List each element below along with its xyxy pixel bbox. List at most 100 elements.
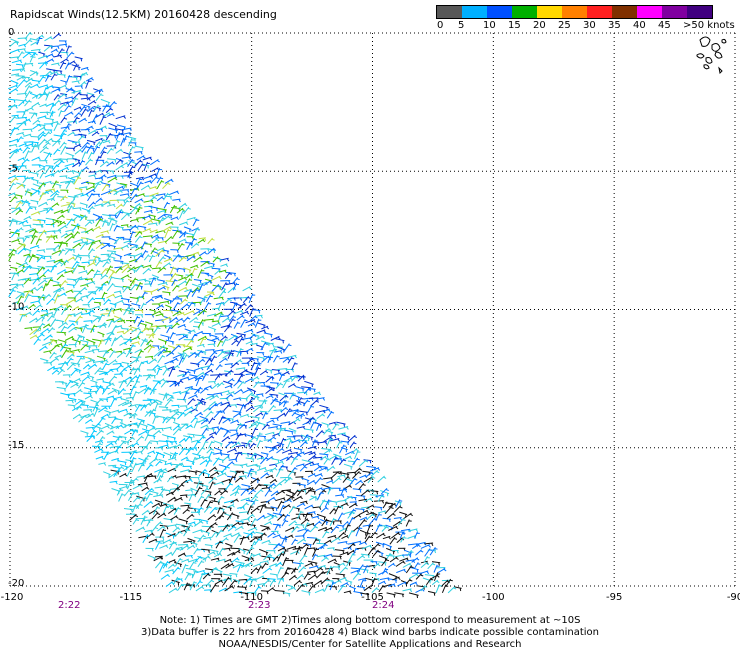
wind-barb-tick bbox=[320, 467, 323, 469]
wind-barb-tick bbox=[121, 336, 124, 338]
wind-barb-tick bbox=[372, 477, 375, 478]
wind-barb-tick bbox=[139, 204, 142, 206]
wind-barb-tick bbox=[146, 386, 148, 389]
wind-barb-tick bbox=[215, 509, 218, 510]
wind-barb-tick bbox=[151, 474, 153, 476]
wind-barb-tick bbox=[319, 393, 321, 395]
wind-barb-tick bbox=[299, 455, 302, 456]
wind-barb-tick bbox=[153, 410, 156, 411]
wind-barb bbox=[38, 202, 46, 206]
wind-barb-tick bbox=[193, 311, 195, 313]
wind-barb-tick bbox=[194, 522, 196, 524]
wind-barb-tick bbox=[122, 227, 123, 230]
wind-barb-tick bbox=[178, 346, 181, 347]
wind-barb-tick bbox=[61, 306, 63, 308]
wind-barb-tick bbox=[272, 344, 274, 347]
wind-barb-tick bbox=[78, 244, 81, 246]
wind-barb-tick bbox=[230, 484, 233, 485]
wind-barb-tick bbox=[275, 480, 278, 482]
wind-barb-tick bbox=[262, 394, 264, 397]
wind-barb-tick bbox=[128, 363, 129, 366]
wind-barb-tick bbox=[257, 508, 260, 510]
wind-barb-tick bbox=[271, 476, 273, 478]
wind-barb-tick bbox=[303, 453, 305, 455]
wind-barb-tick bbox=[144, 406, 147, 407]
wind-barb-tick bbox=[203, 240, 205, 242]
wind-barb-tick bbox=[145, 340, 148, 341]
wind-barb-tick bbox=[127, 225, 128, 228]
wind-barb-tick bbox=[14, 117, 17, 118]
wind-barb-tick bbox=[93, 203, 96, 204]
wind-barb-tick bbox=[338, 538, 340, 540]
wind-barb-tick bbox=[176, 359, 178, 361]
wind-barb-tick bbox=[158, 504, 160, 506]
wind-barb-tick bbox=[61, 71, 62, 74]
wind-barb-tick bbox=[229, 299, 232, 300]
wind-barb-tick bbox=[241, 336, 243, 338]
wind-barb-tick bbox=[44, 298, 45, 301]
wind-barb bbox=[17, 122, 24, 129]
wind-barb-tick bbox=[173, 342, 174, 345]
wind-barb-tick bbox=[209, 507, 212, 508]
wind-barb-tick bbox=[91, 127, 93, 129]
wind-barb-tick bbox=[416, 529, 418, 532]
wind-barb-tick bbox=[135, 414, 138, 416]
wind-barb-tick bbox=[255, 496, 258, 497]
wind-barb-tick bbox=[129, 366, 131, 368]
wind-barb-tick bbox=[169, 293, 170, 296]
wind-barb-tick bbox=[93, 351, 95, 353]
wind-barb-tick bbox=[328, 410, 330, 412]
wind-barb-tick bbox=[181, 319, 183, 321]
wind-barb-tick bbox=[183, 353, 186, 354]
wind-barb-tick bbox=[223, 292, 226, 293]
wind-barb-tick bbox=[197, 376, 198, 379]
wind-barb-tick bbox=[98, 106, 101, 107]
wind-barb-tick bbox=[179, 445, 181, 447]
wind-barb-tick bbox=[21, 229, 24, 231]
wind-barb-tick bbox=[128, 308, 131, 309]
wind-barb-tick bbox=[29, 120, 31, 122]
wind-barb-tick bbox=[326, 468, 328, 470]
wind-barb-tick bbox=[159, 263, 162, 264]
wind-barb-tick bbox=[157, 513, 160, 514]
wind-barb-tick bbox=[291, 536, 293, 538]
wind-barb-tick bbox=[284, 498, 286, 500]
wind-barb-tick bbox=[389, 537, 391, 539]
wind-barb-tick bbox=[62, 162, 65, 163]
wind-barb-tick bbox=[94, 431, 97, 432]
wind-barb-tick bbox=[154, 249, 157, 250]
wind-barb-tick bbox=[135, 431, 138, 432]
wind-barb-tick bbox=[255, 520, 258, 521]
wind-barb-tick bbox=[16, 222, 17, 225]
wind-barb-tick bbox=[111, 370, 114, 372]
wind-barb-tick bbox=[122, 420, 123, 423]
wind-barb-tick bbox=[393, 514, 396, 516]
wind-barb-tick bbox=[248, 297, 251, 298]
wind-barb bbox=[275, 498, 285, 501]
wind-barb-tick bbox=[65, 197, 68, 198]
wind-barb-tick bbox=[171, 520, 172, 523]
wind-barb-tick bbox=[37, 246, 39, 248]
wind-barb-tick bbox=[280, 351, 282, 354]
wind-barb-tick bbox=[369, 537, 372, 538]
wind-barb-tick bbox=[177, 217, 179, 219]
wind-barb-tick bbox=[50, 191, 52, 193]
wind-barb-tick bbox=[131, 381, 134, 382]
wind-barb-tick bbox=[209, 360, 212, 361]
wind-barb-tick bbox=[249, 444, 250, 447]
wind-barb-tick bbox=[344, 424, 345, 427]
wind-barb-tick bbox=[312, 430, 313, 433]
wind-barb-tick bbox=[115, 160, 116, 163]
wind-barb-tick bbox=[282, 491, 284, 493]
wind-barb-tick bbox=[145, 227, 146, 230]
wind-barb-tick bbox=[159, 431, 162, 433]
wind-barb-tick bbox=[106, 352, 109, 353]
wind-barb-tick bbox=[84, 119, 86, 121]
wind-barb-tick bbox=[342, 495, 343, 498]
wind-barb-tick bbox=[70, 382, 73, 383]
wind-barb-tick bbox=[57, 204, 60, 206]
wind-barb-tick bbox=[246, 464, 248, 467]
wind-barb-tick bbox=[161, 182, 164, 183]
wind-barb-tick bbox=[101, 449, 103, 451]
wind-barb-tick bbox=[346, 504, 348, 506]
